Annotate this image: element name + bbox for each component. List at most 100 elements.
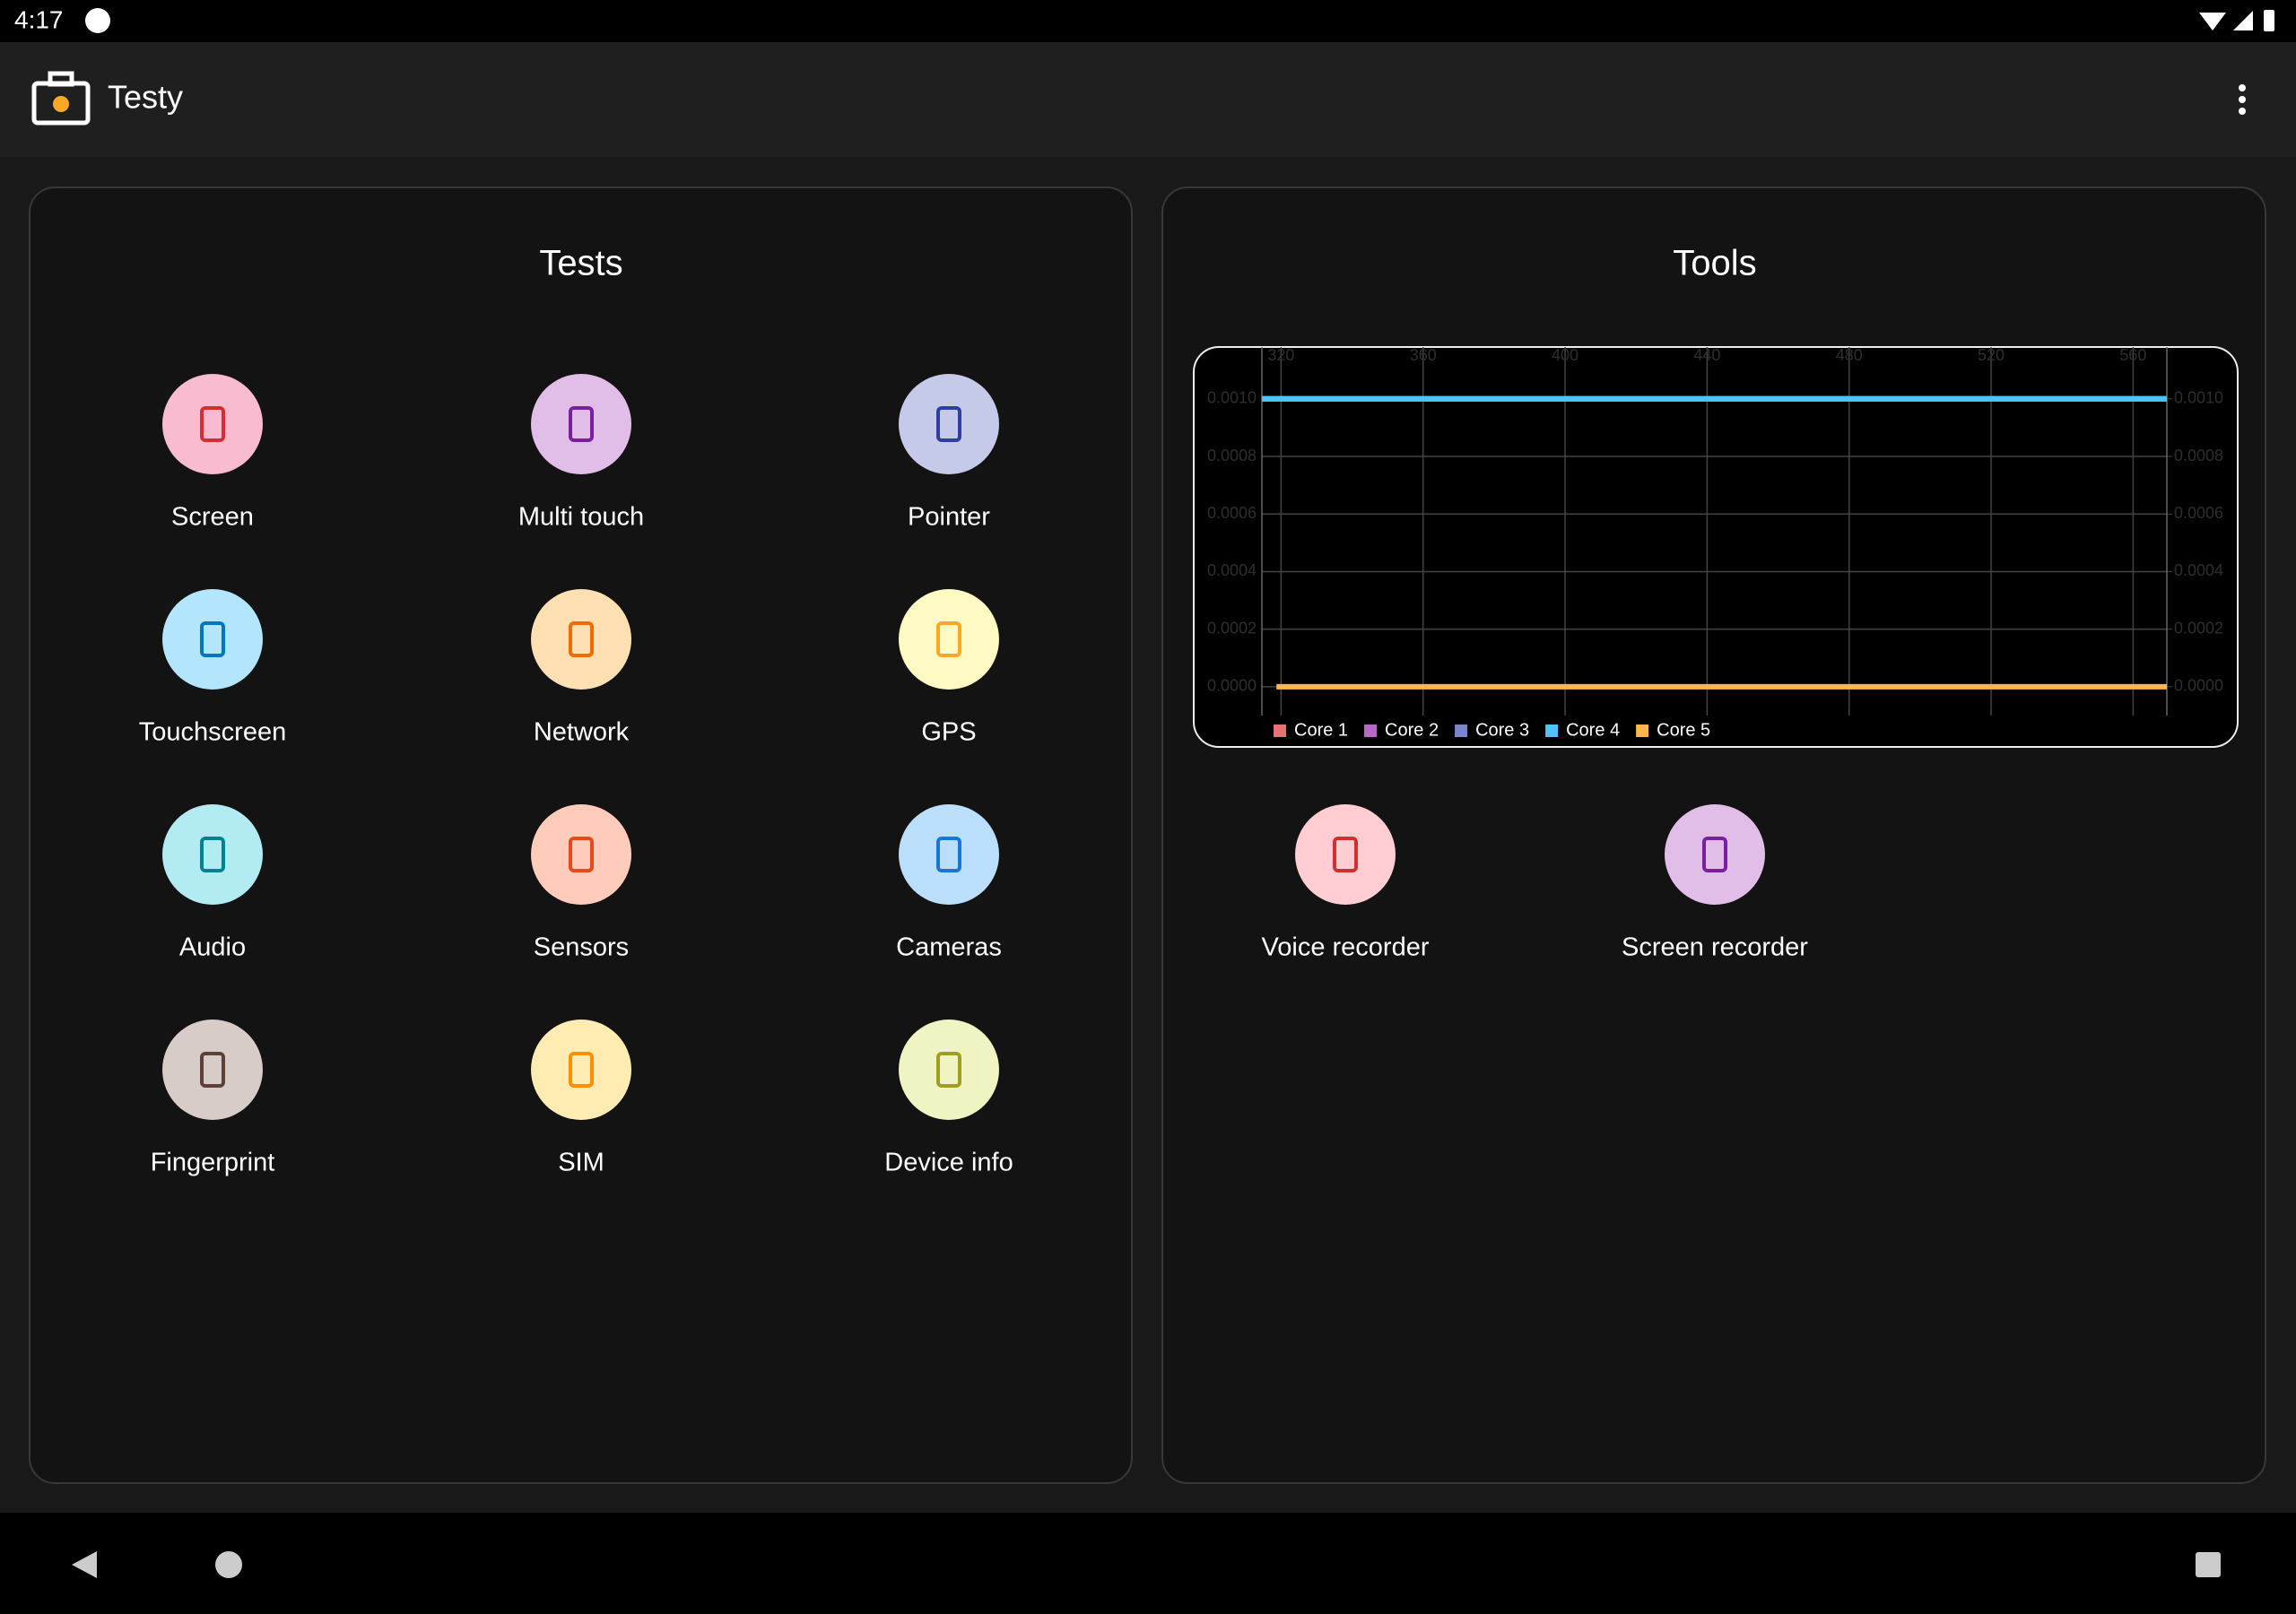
tile[interactable]: Network <box>531 589 631 747</box>
tile-icon <box>569 1052 594 1088</box>
tile[interactable]: Cameras <box>896 804 1002 962</box>
tile-label: GPS <box>921 718 976 747</box>
tile-icon <box>569 837 594 872</box>
tile-icon-bg <box>162 589 263 690</box>
tile-icon-bg <box>899 1020 999 1120</box>
legend-label: Core 1 <box>1294 720 1348 740</box>
tile-icon <box>936 837 961 872</box>
y2-tick-label: 0.0010 <box>2174 389 2223 407</box>
tile[interactable]: SIM <box>531 1020 631 1177</box>
tests-title: Tests <box>539 244 622 283</box>
y2-tick-label: 0.0006 <box>2174 504 2223 522</box>
y-tick-label: 0.0010 <box>1207 389 1257 407</box>
x-tick-label: 360 <box>1410 346 1437 364</box>
tile-label: Audio <box>179 933 246 962</box>
legend-swatch <box>1274 725 1286 737</box>
tile-icon-bg <box>531 1020 631 1120</box>
tile-icon <box>936 1052 961 1088</box>
tile[interactable]: Screen <box>162 374 263 532</box>
tile-icon <box>200 406 225 442</box>
tile-icon-bg <box>162 374 263 474</box>
tile-icon <box>569 406 594 442</box>
legend-label: Core 3 <box>1475 720 1529 740</box>
nav-recents[interactable] <box>2196 1552 2221 1577</box>
tile-icon <box>1702 837 1727 872</box>
x-tick-label: 440 <box>1693 346 1720 364</box>
tile-label: Touchscreen <box>139 718 286 747</box>
chart-box <box>1193 346 2239 748</box>
legend-swatch <box>1545 725 1559 737</box>
y-tick-label: 0.0008 <box>1207 447 1257 464</box>
tile-icon-bg <box>531 804 631 905</box>
tile[interactable]: Voice recorder <box>1262 804 1430 962</box>
tile[interactable]: GPS <box>899 589 999 747</box>
x-tick-label: 320 <box>1267 346 1294 364</box>
y2-tick-label: 0.0002 <box>2174 619 2223 637</box>
signal-icon <box>2233 11 2253 30</box>
legend-label: Core 5 <box>1657 720 1710 740</box>
nav-bar <box>0 1513 2296 1614</box>
tile-label: SIM <box>558 1149 604 1177</box>
tile-icon-bg <box>531 589 631 690</box>
tile[interactable]: Multi touch <box>518 374 644 532</box>
tile[interactable]: Fingerprint <box>151 1020 275 1177</box>
tile-label: Network <box>534 718 630 747</box>
wifi-icon <box>2199 13 2226 30</box>
tile[interactable]: Pointer <box>899 374 999 532</box>
legend-label: Core 4 <box>1566 720 1620 740</box>
tile-icon <box>1333 837 1358 872</box>
tile-icon-bg <box>1295 804 1396 905</box>
app-title: Testy <box>108 79 183 116</box>
tile-label: Sensors <box>534 933 629 962</box>
tile[interactable]: Screen recorder <box>1622 804 1808 962</box>
tile-icon <box>936 406 961 442</box>
legend-swatch <box>1455 725 1468 737</box>
x-tick-label: 480 <box>1836 346 1863 364</box>
tile-icon <box>200 837 225 872</box>
tile-icon <box>936 621 961 657</box>
tile-label: Screen <box>171 503 254 532</box>
battery-icon <box>2264 10 2274 31</box>
y-tick-label: 0.0000 <box>1207 677 1257 695</box>
tile-icon <box>200 1052 225 1088</box>
status-time: 4:17 <box>14 5 64 33</box>
tile-icon-bg <box>899 374 999 474</box>
tile-icon-bg <box>899 589 999 690</box>
tools-title: Tools <box>1673 244 1756 283</box>
tile-label: Voice recorder <box>1262 933 1430 962</box>
tile[interactable]: Device info <box>884 1020 1013 1177</box>
app-bar <box>0 42 2296 157</box>
legend-swatch <box>1636 725 1649 737</box>
tile-icon <box>200 621 225 657</box>
status-icon <box>85 8 110 33</box>
app-icon <box>31 71 91 126</box>
tile-label: Multi touch <box>518 503 644 532</box>
tile-label: Pointer <box>908 503 990 532</box>
nav-home[interactable] <box>215 1551 242 1578</box>
tile-icon-bg <box>162 1020 263 1120</box>
x-tick-label: 400 <box>1552 346 1578 364</box>
tile[interactable]: Touchscreen <box>139 589 286 747</box>
legend-swatch <box>1364 725 1378 737</box>
tile[interactable]: Audio <box>162 804 263 962</box>
nav-back[interactable] <box>72 1551 97 1578</box>
legend-label: Core 2 <box>1385 720 1439 740</box>
tile-icon-bg <box>899 804 999 905</box>
tile-label: Fingerprint <box>151 1149 275 1177</box>
tile-label: Screen recorder <box>1622 933 1808 962</box>
y2-tick-label: 0.0004 <box>2174 561 2223 579</box>
more-menu[interactable] <box>2239 84 2246 115</box>
tile-label: Device info <box>884 1149 1013 1177</box>
tile[interactable]: Sensors <box>531 804 631 962</box>
tile-icon-bg <box>1665 804 1765 905</box>
tile-icon-bg <box>162 804 263 905</box>
y-tick-label: 0.0002 <box>1207 619 1257 637</box>
tile-icon <box>569 621 594 657</box>
y2-tick-label: 0.0008 <box>2174 447 2223 464</box>
tile-label: Cameras <box>896 933 1002 962</box>
y-tick-label: 0.0004 <box>1207 561 1257 579</box>
x-tick-label: 520 <box>1978 346 2005 364</box>
tile-icon-bg <box>531 374 631 474</box>
y-tick-label: 0.0006 <box>1207 504 1257 522</box>
